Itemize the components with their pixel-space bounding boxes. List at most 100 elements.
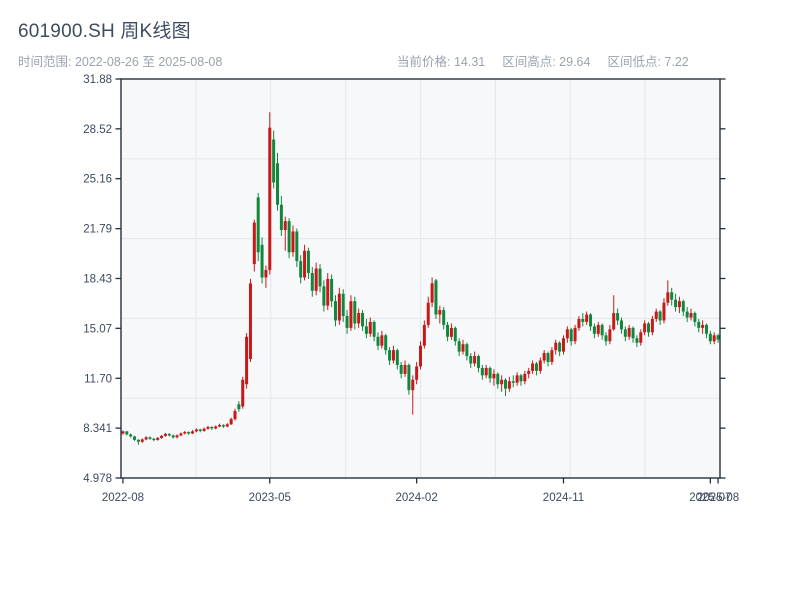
- candle-body-down: [600, 324, 604, 336]
- x-axis-label: 2024-02: [396, 492, 438, 504]
- candle-body-up: [596, 324, 600, 334]
- candle-body-down: [647, 323, 651, 333]
- candle-body-up: [214, 426, 218, 429]
- y-axis-label: 11.70: [84, 373, 112, 385]
- candle-body-down: [569, 329, 573, 342]
- price-stats: 当前价格: 14.31 区间高点: 29.64 区间低点: 7.22: [397, 51, 706, 70]
- y-axis-label: 8.341: [83, 423, 112, 435]
- candle-body-down: [333, 301, 337, 321]
- candle-body-up: [531, 363, 535, 371]
- candle-body-up: [550, 350, 554, 362]
- candle-body-down: [589, 314, 593, 327]
- candle-body-down: [330, 278, 334, 302]
- candle-body-up: [677, 301, 681, 308]
- candle-body-up: [163, 433, 167, 436]
- candle-body-up: [218, 425, 222, 427]
- candle-body-up: [612, 313, 616, 330]
- candle-body-up: [712, 335, 716, 342]
- candle-body-up: [662, 302, 666, 321]
- candle-body-up: [140, 439, 144, 442]
- candle-body-down: [623, 329, 627, 337]
- candle-body-down: [237, 404, 241, 410]
- candle-body-up: [500, 379, 504, 385]
- candle-body-up: [314, 268, 318, 291]
- candle-body-up: [380, 335, 384, 346]
- candle-body-up: [326, 278, 330, 306]
- candle-body-down: [295, 231, 299, 262]
- candle-body-down: [256, 197, 260, 253]
- candle-body-down: [198, 429, 202, 431]
- candle-body-up: [554, 342, 558, 351]
- candle-body-up: [627, 327, 631, 337]
- date-range: 时间范围: 2022-08-26 至 2025-08-08: [18, 55, 223, 69]
- candle-body-up: [701, 324, 705, 328]
- candle-body-down: [353, 301, 357, 324]
- candle-body-down: [511, 381, 515, 383]
- range-low: 区间低点: 7.22: [607, 55, 689, 69]
- candle-body-up: [233, 410, 237, 420]
- x-axis-label: 2024-11: [543, 492, 584, 504]
- candle-body-up: [160, 435, 164, 438]
- candle-body-down: [148, 437, 152, 439]
- candle-body-down: [341, 293, 345, 317]
- candle-body-up: [303, 250, 307, 278]
- candle-body-up: [461, 344, 465, 352]
- candle-body-up: [268, 127, 272, 271]
- candle-body-up: [449, 327, 453, 337]
- candle-body-up: [252, 222, 256, 265]
- candle-body-down: [496, 373, 500, 385]
- y-axis-label: 18.43: [83, 274, 112, 286]
- candle-body-up: [121, 431, 125, 434]
- y-axis-label: 15.07: [83, 323, 112, 335]
- candle-body-down: [310, 272, 314, 291]
- candle-body-up: [573, 327, 577, 342]
- range-high: 区间高点: 29.64: [502, 55, 591, 69]
- candle-body-down: [616, 313, 620, 321]
- candle-body-up: [179, 433, 183, 436]
- candle-body-down: [534, 363, 538, 371]
- candle-body-up: [689, 313, 693, 318]
- chart-title: 601900.SH 周K线图: [18, 21, 191, 42]
- candle-body-down: [299, 261, 303, 278]
- candle-body-down: [276, 163, 280, 205]
- candle-body-down: [685, 311, 689, 318]
- x-axis-label: 2025-08: [697, 492, 739, 504]
- candle-body-up: [422, 324, 426, 346]
- y-axis-label: 21.79: [83, 224, 112, 236]
- candle-body-down: [129, 434, 133, 437]
- candle-body-down: [631, 327, 635, 339]
- candle-body-up: [538, 360, 542, 371]
- candle-body-up: [391, 350, 395, 361]
- candle-body-down: [399, 364, 403, 374]
- candle-body-up: [430, 283, 434, 303]
- candle-body-down: [446, 324, 450, 337]
- candle-body-up: [264, 270, 268, 278]
- candle-body-down: [453, 327, 457, 342]
- candle-body-up: [565, 329, 569, 339]
- candle-body-up: [411, 379, 415, 391]
- candle-body-up: [426, 302, 430, 325]
- candle-body-up: [585, 314, 589, 322]
- candle-body-down: [708, 333, 712, 342]
- candle-body-down: [693, 313, 697, 322]
- candle-body-up: [419, 345, 422, 367]
- candle-body-down: [407, 364, 411, 391]
- candle-body-down: [376, 336, 380, 346]
- candle-body-down: [372, 321, 376, 337]
- candle-body-up: [643, 323, 647, 333]
- candle-body-down: [476, 356, 480, 368]
- candle-body-up: [248, 283, 252, 360]
- candle-body-down: [287, 221, 291, 253]
- candle-body-up: [349, 301, 353, 328]
- candle-body-down: [384, 335, 388, 351]
- candle-body-down: [558, 342, 562, 352]
- candle-body-up: [229, 419, 233, 425]
- current-price: 当前价格: 14.31: [397, 55, 486, 69]
- candle-body-down: [152, 438, 156, 441]
- candle-body-down: [681, 301, 685, 312]
- candle-body-down: [395, 350, 399, 365]
- candle-body-up: [639, 332, 643, 343]
- candle-body-down: [519, 375, 523, 382]
- candle-body-down: [457, 341, 461, 352]
- candle-body-up: [473, 356, 477, 364]
